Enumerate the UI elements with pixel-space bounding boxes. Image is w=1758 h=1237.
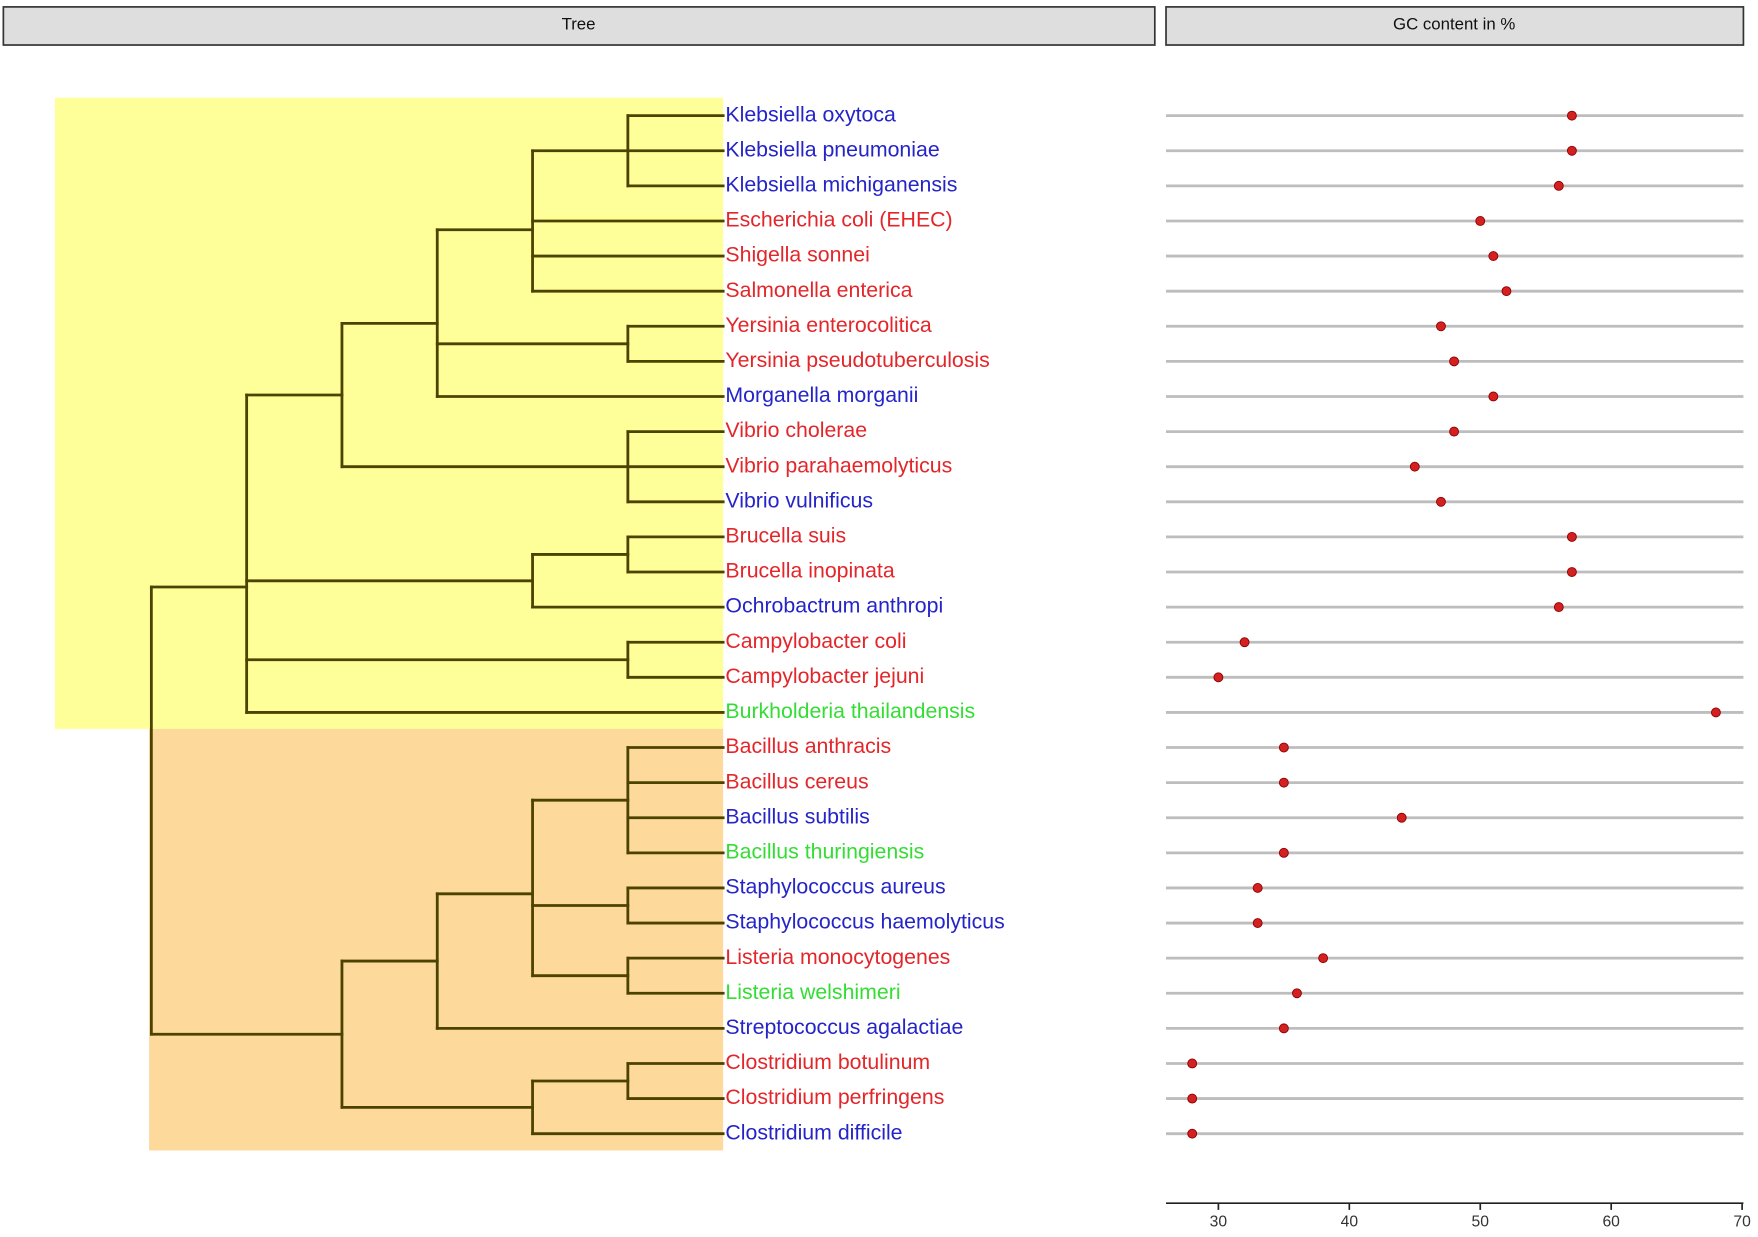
dot (1449, 426, 1460, 437)
dot (1488, 391, 1499, 402)
dot (1252, 883, 1263, 893)
dot (1475, 216, 1486, 226)
dot (1710, 707, 1721, 718)
x-tick-label: 60 (1602, 1213, 1620, 1230)
tip-label: Streptococcus agalactiae (725, 1015, 963, 1039)
facet-header (2, 6, 1156, 46)
dot (1488, 251, 1499, 262)
facet-title: GC content in % (1393, 14, 1515, 33)
dot (1292, 988, 1302, 999)
tip-label: Bacillus cereus (725, 769, 868, 793)
dot (1553, 180, 1564, 191)
dot (1187, 1093, 1198, 1104)
dot (1566, 567, 1577, 577)
dot (1187, 1058, 1198, 1069)
tip-label: Listeria monocytogenes (725, 945, 950, 969)
facet-title: Tree (562, 14, 596, 33)
tip-label: Brucella suis (725, 524, 846, 548)
tip-label: Morganella morganii (725, 383, 918, 407)
dot (1278, 777, 1289, 788)
tip-label: Burkholderia thailandensis (725, 699, 975, 723)
dot (1436, 496, 1446, 507)
dot (1278, 742, 1289, 753)
tip-label: Clostridium botulinum (725, 1050, 930, 1074)
tip-label: Vibrio cholerae (725, 418, 867, 442)
tip-label: Escherichia coli (EHEC) (725, 208, 952, 232)
dot (1252, 918, 1263, 928)
tip-label: Staphylococcus aureus (725, 875, 945, 899)
dot (1449, 356, 1460, 367)
x-tick-label: 40 (1341, 1213, 1359, 1230)
facet-header (1165, 6, 1745, 46)
tip-label: Vibrio vulnificus (725, 488, 873, 512)
tip-label: Campylobacter coli (725, 629, 906, 653)
tip-label: Klebsiella pneumoniae (725, 137, 939, 161)
x-tick-label: 50 (1472, 1213, 1490, 1230)
dot (1436, 321, 1446, 332)
tip-label: Listeria welshimeri (725, 980, 900, 1004)
tip-label: Clostridium difficile (725, 1120, 902, 1144)
x-tick-label: 70 (1733, 1213, 1751, 1230)
dot (1187, 1128, 1198, 1139)
tip-label: Yersinia enterocolitica (725, 313, 932, 337)
dot (1501, 286, 1512, 297)
tip-label: Bacillus anthracis (725, 734, 891, 758)
tip-label: Shigella sonnei (725, 243, 869, 267)
tip-label: Brucella inopinata (725, 559, 894, 583)
tip-label: Clostridium perfringens (725, 1085, 944, 1109)
dot (1278, 847, 1289, 858)
tip-label: Ochrobactrum anthropi (725, 594, 943, 618)
dot (1553, 602, 1564, 613)
tip-label: Staphylococcus haemolyticus (725, 910, 1004, 934)
tip-label: Bacillus thuringiensis (725, 839, 924, 863)
dot (1566, 145, 1577, 156)
tip-label: Salmonella enterica (725, 278, 912, 302)
x-tick-label: 30 (1210, 1213, 1228, 1230)
dot (1409, 461, 1420, 472)
dot (1318, 953, 1329, 964)
dot (1278, 1023, 1289, 1034)
dot (1566, 110, 1577, 121)
dot (1239, 637, 1250, 648)
dot (1213, 672, 1224, 683)
tip-label: Klebsiella michiganensis (725, 172, 957, 196)
tip-label: Vibrio parahaemolyticus (725, 453, 952, 477)
dot (1396, 812, 1407, 823)
dot (1566, 531, 1577, 542)
tip-label: Yersinia pseudotuberculosis (725, 348, 989, 372)
tip-label: Klebsiella oxytoca (725, 102, 896, 126)
tip-label: Bacillus subtilis (725, 804, 869, 828)
clade-highlight (54, 97, 724, 729)
tip-label: Campylobacter jejuni (725, 664, 924, 688)
